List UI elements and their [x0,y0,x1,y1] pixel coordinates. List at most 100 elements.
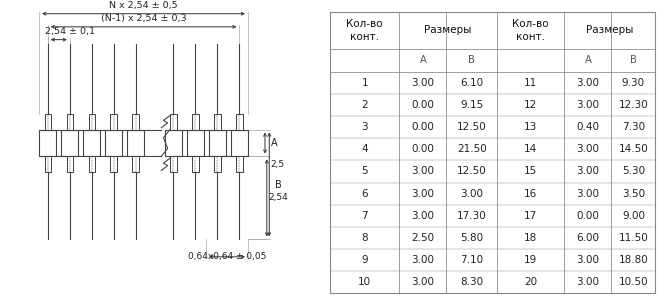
Text: 3: 3 [362,122,368,132]
Bar [170,114,177,130]
Text: Размеры: Размеры [586,25,634,35]
Text: 6.00: 6.00 [576,233,600,243]
Text: 3.50: 3.50 [622,188,645,199]
Text: 9.00: 9.00 [622,211,645,221]
Text: 3.00: 3.00 [412,211,434,221]
Text: 8.30: 8.30 [460,277,484,287]
Text: 21.50: 21.50 [457,144,487,154]
Text: 14: 14 [524,144,538,154]
Text: 12.50: 12.50 [457,122,487,132]
Bar [165,130,182,156]
Text: 4: 4 [362,144,368,154]
Bar [187,130,204,156]
Text: B: B [468,55,475,65]
Bar [192,156,199,172]
Text: 15: 15 [524,167,538,177]
Text: 3.00: 3.00 [460,188,483,199]
Bar [89,156,95,172]
Text: 3.00: 3.00 [412,188,434,199]
Text: 3.00: 3.00 [412,255,434,265]
Text: 0.00: 0.00 [412,122,434,132]
Text: 3.00: 3.00 [576,188,600,199]
Text: 17.30: 17.30 [457,211,487,221]
Text: 3.00: 3.00 [576,100,600,110]
Text: 3.00: 3.00 [576,277,600,287]
Text: 7: 7 [362,211,368,221]
Text: 20: 20 [524,277,537,287]
Text: A: A [584,55,592,65]
Bar [105,130,122,156]
Text: B: B [275,180,281,189]
Text: 9.30: 9.30 [622,78,645,88]
Bar [111,156,117,172]
Text: A: A [271,138,277,148]
Text: 9: 9 [362,255,368,265]
Text: 12.30: 12.30 [618,100,648,110]
Bar [209,130,226,156]
Text: 7.10: 7.10 [460,255,484,265]
Text: 0.00: 0.00 [412,100,434,110]
Text: 19: 19 [524,255,538,265]
Text: 5: 5 [362,167,368,177]
Bar [67,114,73,130]
Bar [45,156,51,172]
Text: 3.00: 3.00 [576,144,600,154]
Text: 11: 11 [524,78,538,88]
Bar [133,156,139,172]
Text: 3.00: 3.00 [576,78,600,88]
Text: 6.10: 6.10 [460,78,484,88]
Text: 18: 18 [524,233,538,243]
Text: 14.50: 14.50 [618,144,648,154]
Bar [214,114,221,130]
Bar [45,114,51,130]
Text: конт.: конт. [516,32,545,42]
Text: 6: 6 [362,188,368,199]
Bar [170,156,177,172]
Text: 0.40: 0.40 [576,122,600,132]
Text: 8: 8 [362,233,368,243]
Bar [89,114,95,130]
Bar [236,156,243,172]
Text: 5.30: 5.30 [622,167,645,177]
Text: N x 2,54 ± 0,5: N x 2,54 ± 0,5 [109,1,178,10]
Text: 2,54: 2,54 [269,193,288,203]
Bar [111,114,117,130]
Text: B: B [630,55,637,65]
Text: конт.: конт. [350,32,380,42]
Bar [61,130,78,156]
Text: 12.50: 12.50 [457,167,487,177]
Bar [231,130,248,156]
Text: 5.80: 5.80 [460,233,484,243]
Text: 7.30: 7.30 [622,122,645,132]
Bar [192,114,199,130]
Text: 10.50: 10.50 [618,277,648,287]
Text: A: A [420,55,426,65]
Bar [39,130,57,156]
Bar [127,130,144,156]
Bar [67,156,73,172]
Text: 9.15: 9.15 [460,100,484,110]
Bar [83,130,100,156]
Text: Кол-во: Кол-во [346,19,383,29]
Text: 2,5: 2,5 [271,160,285,169]
Text: 18.80: 18.80 [618,255,648,265]
Text: 3.00: 3.00 [576,167,600,177]
Bar [133,114,139,130]
Text: 10: 10 [358,277,372,287]
Text: Размеры: Размеры [424,25,472,35]
Text: 3.00: 3.00 [576,255,600,265]
Text: 2.50: 2.50 [412,233,434,243]
Text: 0.00: 0.00 [576,211,600,221]
Text: 3.00: 3.00 [412,277,434,287]
Text: 16: 16 [524,188,538,199]
Text: 0,64x0,64 ± 0,05: 0,64x0,64 ± 0,05 [188,252,266,261]
Text: (N-1) x 2,54 ± 0,3: (N-1) x 2,54 ± 0,3 [101,14,186,23]
Text: 11.50: 11.50 [618,233,648,243]
Bar [214,156,221,172]
Text: 3.00: 3.00 [412,78,434,88]
Text: 2,54 ± 0,1: 2,54 ± 0,1 [45,27,95,36]
Text: 0.00: 0.00 [412,144,434,154]
Text: 1: 1 [362,78,368,88]
Text: Кол-во: Кол-во [512,19,549,29]
Text: 13: 13 [524,122,538,132]
